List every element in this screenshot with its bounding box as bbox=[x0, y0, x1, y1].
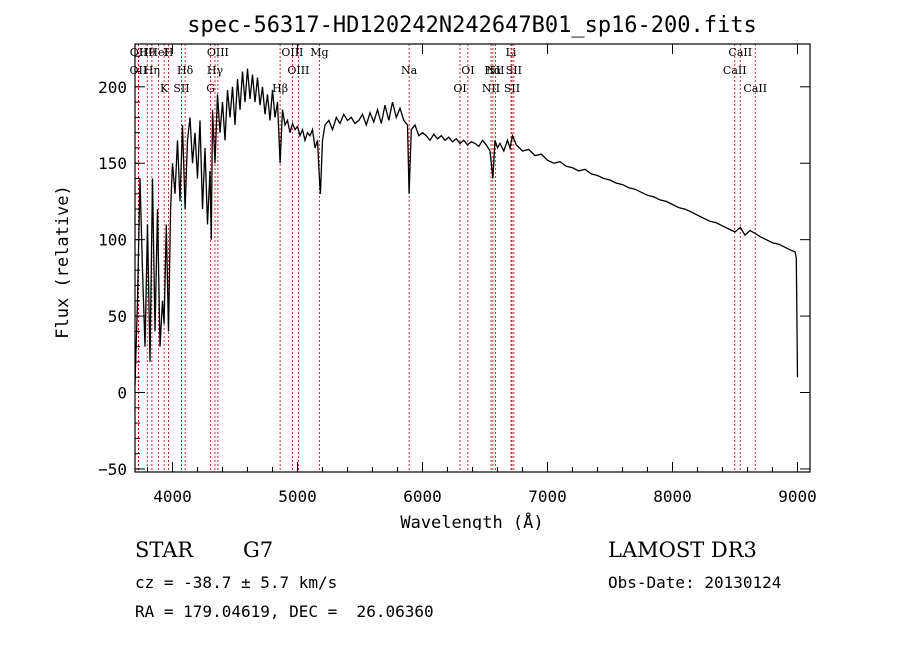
object-class: STAR bbox=[135, 538, 194, 562]
line-marker-label: OIII bbox=[207, 46, 229, 59]
x-tick-label: 4000 bbox=[153, 487, 192, 506]
y-tick-label: −50 bbox=[98, 460, 127, 479]
chart-title: spec-56317-HD120242N242647B01_sp16-200.f… bbox=[187, 13, 757, 38]
x-tick-label: 7000 bbox=[528, 487, 567, 506]
line-marker-label: SII bbox=[506, 64, 522, 77]
observation-date: Obs-Date: 20130124 bbox=[608, 573, 782, 592]
line-marker-label: Hα bbox=[484, 64, 502, 77]
line-marker-label: G bbox=[206, 82, 215, 95]
coordinates: RA = 179.04619, DEC = 26.06360 bbox=[135, 602, 434, 621]
line-marker-label: Hδ bbox=[177, 64, 194, 77]
line-marker-label: Hγ bbox=[207, 64, 224, 77]
x-tick-label: 6000 bbox=[403, 487, 442, 506]
line-marker-label: CaII bbox=[728, 46, 752, 59]
line-marker-label: CaII bbox=[743, 82, 767, 95]
line-marker-label: Li bbox=[506, 46, 517, 59]
x-tick-label: 9000 bbox=[778, 487, 817, 506]
line-marker-label: OIII bbox=[281, 46, 303, 59]
line-marker-label: Hθ bbox=[139, 46, 156, 59]
line-marker-label: Mg bbox=[310, 46, 328, 59]
line-marker-label: K bbox=[160, 82, 169, 95]
line-marker-label: Na bbox=[401, 64, 418, 77]
y-tick-label: 100 bbox=[98, 231, 127, 250]
y-tick-label: 200 bbox=[98, 78, 127, 97]
line-marker-label: CaII bbox=[723, 64, 747, 77]
line-marker-label: NII bbox=[482, 82, 500, 95]
line-marker-label: OI bbox=[453, 82, 466, 95]
redshift-velocity: cz = -38.7 ± 5.7 km/s bbox=[135, 573, 338, 592]
y-tick-label: 0 bbox=[117, 384, 127, 403]
object-subclass: G7 bbox=[243, 538, 274, 562]
y-tick-label: 150 bbox=[98, 154, 127, 173]
x-axis-label: Wavelength (Å) bbox=[400, 511, 543, 530]
line-marker-label: OIII bbox=[287, 64, 309, 77]
line-marker-label: H bbox=[164, 46, 174, 59]
y-tick-label: 50 bbox=[108, 307, 127, 326]
line-marker-label: SII bbox=[173, 82, 189, 95]
line-marker-label: Hβ bbox=[272, 82, 288, 95]
line-markers bbox=[137, 44, 756, 472]
survey-name: LAMOST DR3 bbox=[608, 538, 757, 562]
line-marker-label: NII bbox=[486, 64, 504, 77]
y-axis-label: Flux (relative) bbox=[53, 185, 73, 339]
line-marker-label: OII bbox=[130, 64, 148, 77]
x-axis: 4000 5000 6000 7000 8000 9000 bbox=[147, 44, 817, 506]
line-marker-label: HeI bbox=[148, 46, 168, 59]
line-marker-label: OII bbox=[130, 46, 148, 59]
x-tick-label: 8000 bbox=[653, 487, 692, 506]
line-marker-label: OI bbox=[461, 64, 474, 77]
line-marker-label: Hη bbox=[144, 64, 160, 77]
spectrum-chart: spec-56317-HD120242N242647B01_sp16-200.f… bbox=[53, 13, 817, 530]
spectrum-line bbox=[134, 68, 799, 385]
y-axis: −50 0 50 100 150 200 bbox=[98, 55, 810, 479]
line-marker-label: SII bbox=[504, 82, 520, 95]
x-tick-label: 5000 bbox=[278, 487, 317, 506]
